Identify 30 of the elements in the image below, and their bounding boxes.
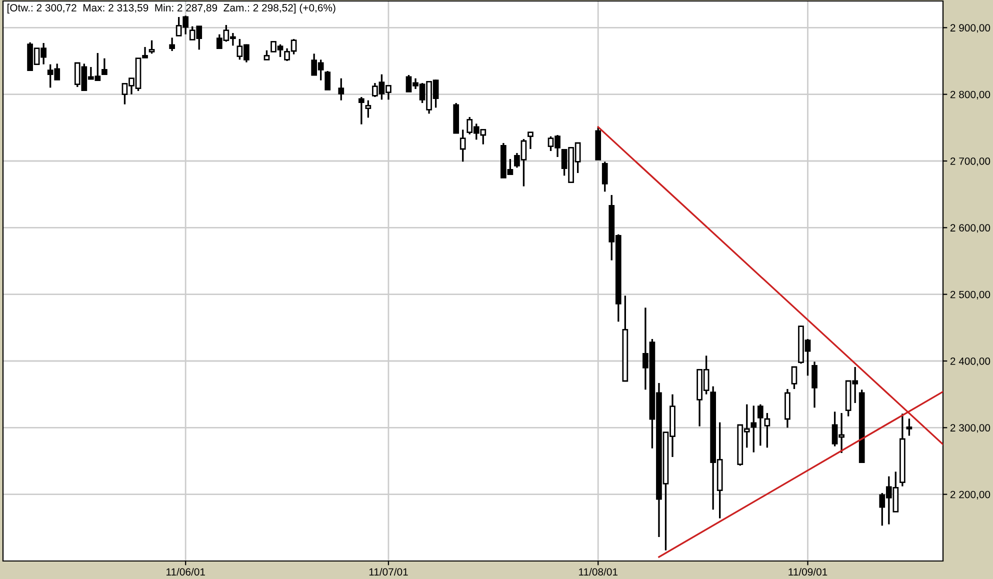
candlestick <box>169 36 175 52</box>
x-tick-label: 11/08/01 <box>579 568 618 576</box>
y-tick-label: 2 900,00 <box>950 24 990 33</box>
x-tick-label: 11/07/01 <box>369 568 408 576</box>
x-tick-label: 11/09/01 <box>788 568 828 576</box>
candlestick <box>906 418 912 437</box>
x-tick-label: 11/06/01 <box>166 568 205 576</box>
candlestick <box>365 100 372 118</box>
candlestick <box>602 160 608 192</box>
chart-title: [Otw.: 2 300,72 Max: 2 313,59 Min: 2 287,89 Zam.: 2 298,52] (+0,6%) <box>8 4 336 14</box>
candlestick <box>528 132 534 150</box>
candlestick <box>757 404 764 446</box>
candlestick <box>148 40 155 54</box>
candlestick <box>764 412 770 448</box>
candlestick <box>812 360 818 408</box>
candlestick <box>750 404 757 454</box>
y-tick-label: 2 400,00 <box>950 358 990 366</box>
y-tick-label: 2 200,00 <box>950 490 990 500</box>
candlestick <box>324 70 331 90</box>
candlestick <box>791 366 798 390</box>
candlestick <box>460 128 466 162</box>
y-tick-label: 2 500,00 <box>950 290 990 300</box>
candlestick <box>102 58 108 76</box>
candlestick <box>264 50 270 60</box>
y-tick-label: 2 600,00 <box>950 224 990 233</box>
candlestick <box>338 78 344 102</box>
candlestick <box>358 96 364 126</box>
y-tick-label: 2 300,00 <box>950 424 990 433</box>
y-tick-label: 2 700,00 <box>950 158 990 166</box>
y-tick-label: 2 800,00 <box>950 90 990 100</box>
